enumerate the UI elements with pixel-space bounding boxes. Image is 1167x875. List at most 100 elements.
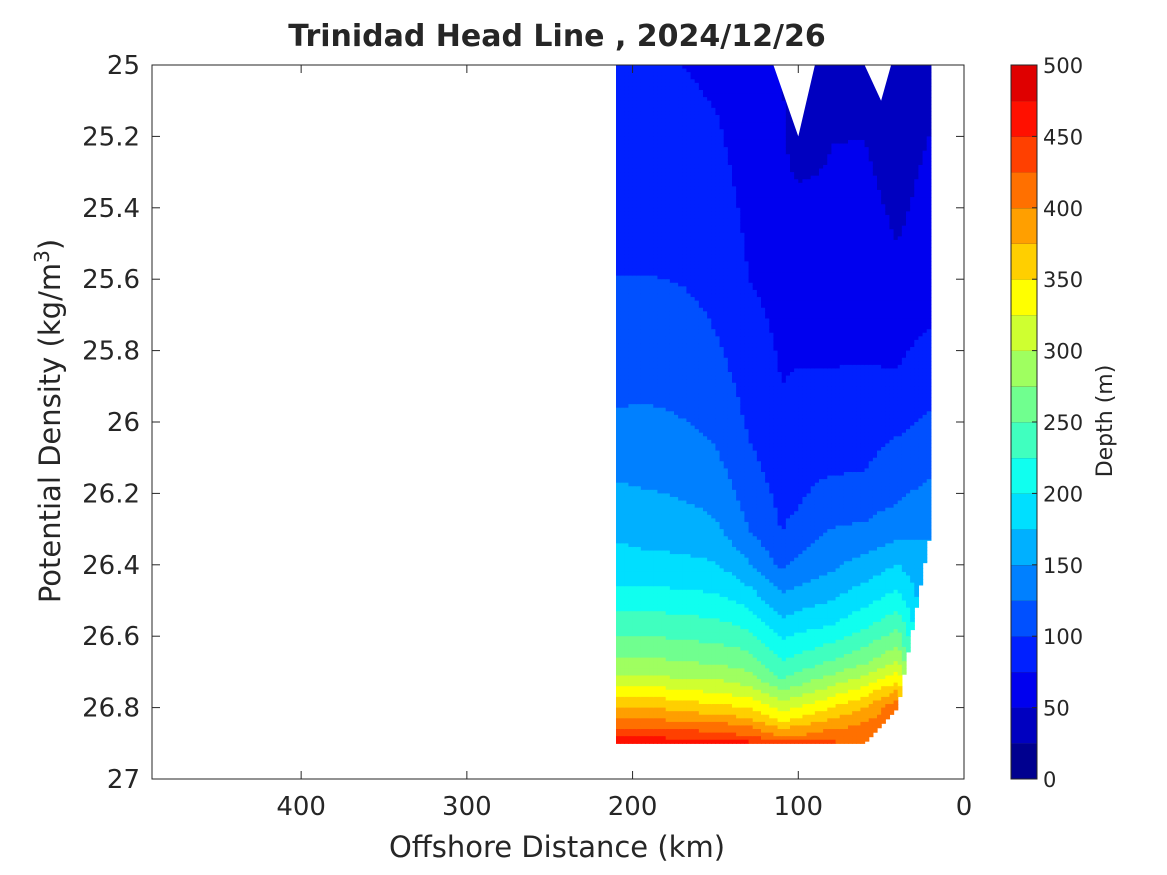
contour-cell [682, 168, 688, 173]
contour-cell [657, 432, 663, 437]
contour-cell [682, 300, 688, 305]
contour-cell [661, 68, 667, 73]
contour-cell [719, 654, 725, 659]
contour-cell [698, 207, 704, 212]
contour-cell [707, 372, 712, 377]
contour-cell [657, 357, 663, 362]
contour-cell [653, 68, 659, 73]
contour-cell [674, 479, 679, 484]
contour-cell [640, 422, 646, 427]
contour-cell [669, 361, 675, 366]
contour-cell [703, 243, 708, 248]
contour-cell [715, 550, 721, 555]
contour-cell [694, 225, 700, 230]
contour-cell [645, 257, 650, 262]
contour-cell [624, 97, 630, 102]
contour-cell [703, 732, 708, 737]
contour-cell [645, 668, 650, 673]
contour-cell [657, 400, 663, 405]
contour-cell [678, 222, 683, 227]
contour-cell [674, 218, 679, 223]
contour-cell [669, 618, 675, 623]
contour-cell [698, 86, 704, 91]
contour-cell [636, 446, 642, 452]
contour-cell [674, 86, 679, 91]
contour-cell [694, 286, 700, 291]
contour-cell [715, 182, 721, 187]
contour-cell [674, 546, 679, 552]
contour-cell [678, 307, 683, 312]
contour-cell [698, 596, 704, 602]
contour-cell [640, 504, 646, 509]
contour-cell [694, 182, 700, 187]
contour-cell [715, 329, 721, 334]
contour-cell [616, 297, 621, 302]
contour-cell [632, 404, 638, 409]
contour-cell [678, 500, 683, 505]
contour-cell [674, 543, 679, 548]
contour-cell [686, 207, 692, 212]
contour-cell [669, 564, 675, 569]
contour-cell [640, 118, 646, 123]
contour-cell [711, 279, 717, 284]
contour-cell [719, 586, 725, 591]
contour-cell [707, 422, 712, 427]
contour-cell [690, 568, 696, 573]
contour-cell [674, 118, 679, 123]
contour-cell [620, 332, 625, 337]
contour-cell [649, 236, 654, 241]
contour-cell [620, 118, 625, 123]
contour-cell [665, 543, 671, 548]
contour-cell [640, 72, 646, 77]
contour-cell [674, 329, 679, 334]
contour-cell [686, 429, 692, 434]
contour-cell [653, 350, 659, 355]
contour-cell [707, 521, 712, 527]
contour-cell [669, 107, 675, 113]
contour-cell [636, 318, 642, 323]
contour-cell [686, 368, 692, 373]
contour-cell [649, 696, 654, 702]
contour-cell [640, 736, 646, 741]
contour-cell [657, 65, 663, 70]
contour-cell [657, 268, 663, 273]
contour-cell [657, 504, 663, 509]
contour-cell [686, 218, 692, 223]
contour-cell [661, 379, 667, 384]
contour-cell [698, 507, 704, 512]
contour-cell [636, 414, 642, 420]
contour-cell [645, 650, 650, 655]
contour-cell [682, 618, 688, 623]
contour-cell [649, 82, 654, 88]
contour-cell [690, 93, 696, 98]
contour-cell [711, 536, 717, 541]
contour-cell [636, 161, 642, 166]
contour-cell [661, 482, 667, 487]
contour-cell [707, 175, 712, 180]
contour-cell [715, 464, 721, 470]
contour-cell [678, 139, 683, 145]
contour-cell [649, 332, 654, 337]
contour-cell [674, 386, 679, 391]
contour-cell [686, 336, 692, 341]
contour-cell [678, 636, 683, 641]
contour-cell [707, 668, 712, 673]
contour-cell [678, 671, 683, 677]
contour-cell [665, 222, 671, 227]
contour-cell [686, 247, 692, 252]
contour-cell [640, 193, 646, 198]
contour-cell [616, 714, 621, 719]
contour-cell [657, 550, 663, 555]
contour-cell [707, 550, 712, 555]
contour-cell [636, 707, 642, 712]
contour-cell [616, 636, 621, 641]
contour-cell [640, 629, 646, 634]
contour-cell [690, 689, 696, 694]
contour-cell [669, 446, 675, 452]
contour-cell [616, 325, 621, 330]
contour-cell [616, 561, 621, 566]
contour-cell [703, 618, 708, 623]
contour-cell [703, 682, 708, 687]
contour-cell [707, 589, 712, 594]
contour-cell [669, 139, 675, 145]
